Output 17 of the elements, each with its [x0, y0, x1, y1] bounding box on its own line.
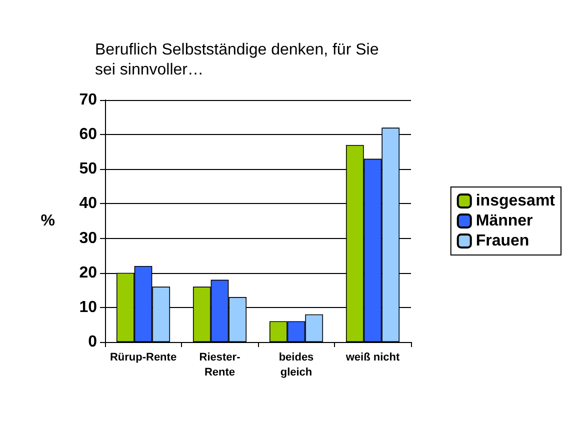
x-tick-label: weiß nicht — [344, 352, 400, 364]
y-tick-label: 60 — [79, 126, 98, 144]
y-tick-label: 70 — [79, 92, 98, 108]
x-tick-label: beides gleich — [278, 352, 314, 378]
chart-title: Beruflich Selbstständige denken, für Sie sei sinnvoller… — [95, 42, 379, 78]
legend-label: insgesamt — [476, 192, 556, 210]
y-tick-label: 40 — [79, 195, 98, 212]
y-tick-label: 30 — [79, 230, 98, 247]
y-tick-label: 10 — [79, 298, 98, 316]
y-axis-title: % — [40, 212, 55, 230]
x-tick-label: Riester- Rente — [199, 352, 241, 378]
legend-label: Frauen — [476, 232, 530, 250]
y-tick-label: 0 — [88, 334, 98, 350]
y-tick-label: 20 — [79, 264, 98, 282]
legend-label: Männer — [476, 212, 533, 230]
x-tick-label: Rürup-Rente — [110, 352, 177, 364]
y-tick-label: 50 — [79, 160, 98, 178]
